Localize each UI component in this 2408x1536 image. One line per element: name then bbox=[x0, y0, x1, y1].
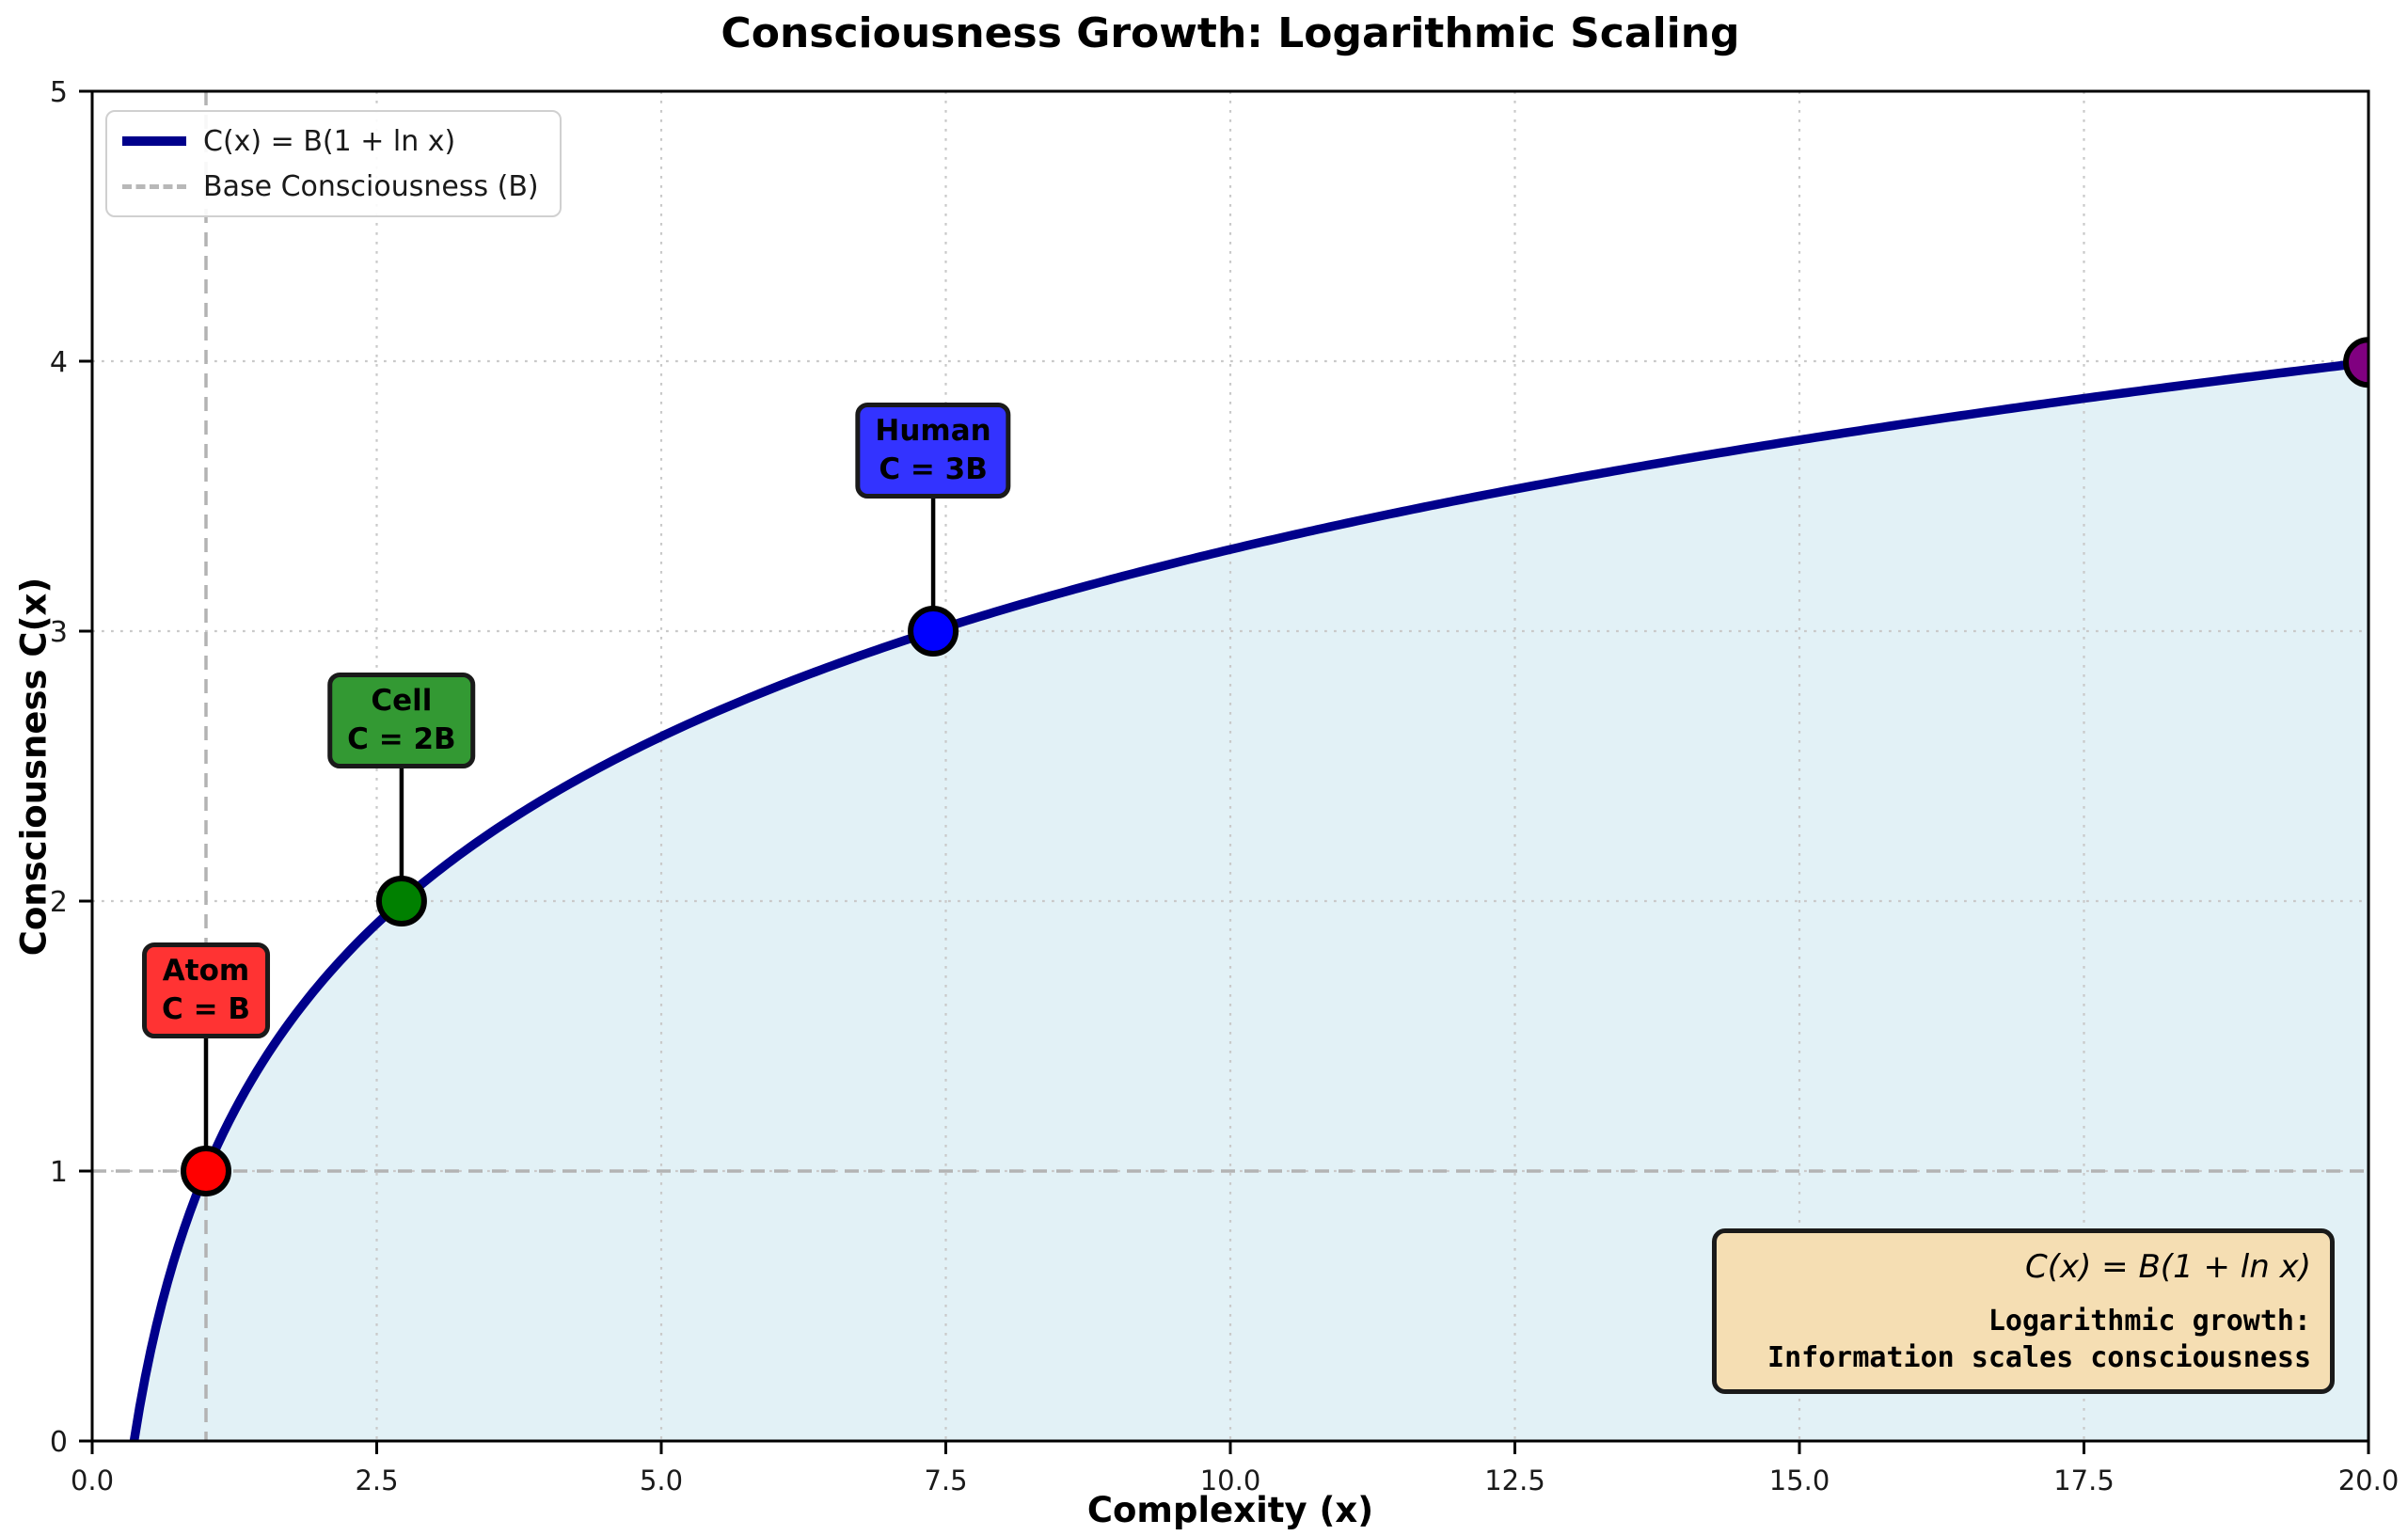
y-tick-label: 4 bbox=[50, 346, 68, 379]
legend-entry-base: Base Consciousness (B) bbox=[122, 168, 539, 204]
legend-label: Base Consciousness (B) bbox=[203, 169, 539, 203]
plot-layer bbox=[92, 91, 2368, 1441]
annotation-box-cell: Cell C = 2B bbox=[327, 673, 476, 768]
consciousness-curve bbox=[129, 357, 2368, 1441]
y-tick-label: 3 bbox=[50, 616, 68, 649]
annotation-name: Cell bbox=[371, 684, 433, 718]
annotation-box-human: Human C = 3B bbox=[855, 403, 1011, 499]
data-point-marker bbox=[2343, 337, 2368, 388]
annotation-formula: C = 3B bbox=[879, 452, 988, 486]
legend-entry-curve: C(x) = B(1 + ln x) bbox=[122, 123, 539, 159]
legend-label: C(x) = B(1 + ln x) bbox=[203, 124, 456, 158]
legend: C(x) = B(1 + ln x) Base Consciousness (B… bbox=[105, 110, 562, 217]
x-tick-label: 2.5 bbox=[355, 1465, 398, 1496]
annotation-formula: C = 2B bbox=[347, 722, 456, 756]
x-tick-label: 12.5 bbox=[1484, 1465, 1545, 1496]
chart-title: Consciousness Growth: Logarithmic Scalin… bbox=[721, 9, 1740, 57]
info-box-line2: Information scales consciousness bbox=[1767, 1341, 2311, 1374]
data-point-marker bbox=[181, 1146, 231, 1196]
y-tick-label: 1 bbox=[50, 1156, 68, 1189]
info-box-line1: Logarithmic growth: bbox=[1988, 1305, 2311, 1338]
x-tick-label: 17.5 bbox=[2053, 1465, 2115, 1496]
data-point-marker bbox=[375, 876, 427, 926]
y-axis-label: Consciousness C(x) bbox=[13, 577, 55, 957]
x-tick-label: 20.0 bbox=[2338, 1465, 2400, 1496]
legend-solid-line-swatch bbox=[122, 136, 186, 146]
annotation-name: Atom bbox=[162, 954, 250, 988]
x-tick-label: 5.0 bbox=[640, 1465, 683, 1496]
info-box-formula: C(x) = B(1 + ln x) bbox=[2024, 1248, 2311, 1286]
legend-dashed-line-swatch bbox=[122, 183, 186, 189]
markers-layer bbox=[181, 337, 2368, 1196]
y-tick-label: 5 bbox=[50, 76, 68, 109]
info-box-spacer bbox=[1735, 1288, 2311, 1303]
x-tick-label: 15.0 bbox=[1769, 1465, 1830, 1496]
y-tick-label: 2 bbox=[50, 886, 68, 919]
info-box: C(x) = B(1 + ln x) Logarithmic growth: I… bbox=[1712, 1228, 2335, 1394]
y-tick-label: 0 bbox=[50, 1426, 68, 1459]
x-tick-label: 0.0 bbox=[71, 1465, 114, 1496]
x-tick-label: 10.0 bbox=[1200, 1465, 1261, 1496]
data-point-marker bbox=[908, 606, 959, 657]
annotation-formula: C = B bbox=[162, 992, 250, 1026]
x-tick-label: 7.5 bbox=[924, 1465, 967, 1496]
annotation-name: Human bbox=[875, 414, 991, 448]
x-axis-label: Complexity (x) bbox=[1086, 1490, 1374, 1530]
annotation-box-atom: Atom C = B bbox=[142, 942, 270, 1038]
